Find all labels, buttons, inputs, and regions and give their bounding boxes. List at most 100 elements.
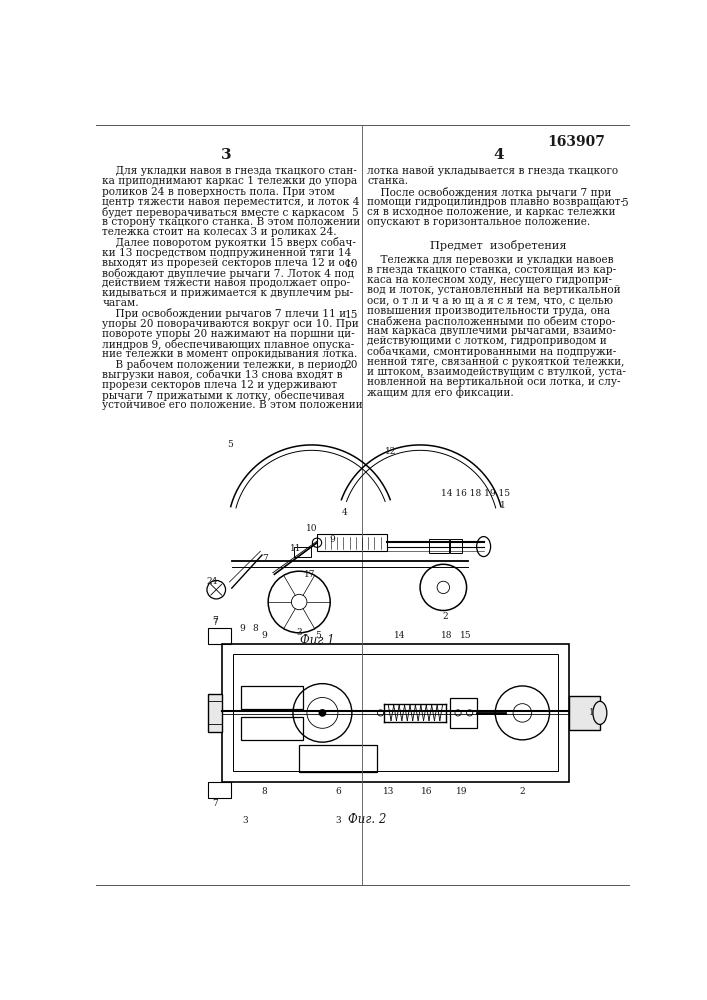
Bar [222, 644, 569, 782]
Text: 3: 3 [335, 816, 341, 825]
Text: 12: 12 [385, 447, 397, 456]
Text: 5: 5 [227, 440, 233, 449]
Text: 8: 8 [262, 787, 267, 796]
Bar [233, 654, 558, 771]
Text: Фиг. 2: Фиг. 2 [348, 813, 387, 826]
Text: кидываться и прижимается к двуплечим ры-: кидываться и прижимается к двуплечим ры- [103, 288, 354, 298]
Text: 10: 10 [344, 259, 358, 269]
Text: в гнезда ткацкого станка, состоящая из кар-: в гнезда ткацкого станка, состоящая из к… [368, 265, 617, 275]
Text: 4: 4 [341, 508, 347, 517]
Bar [569, 696, 600, 730]
Text: 5: 5 [315, 631, 322, 640]
Text: 17: 17 [303, 570, 315, 579]
Bar [450, 698, 477, 728]
Bar [208, 628, 231, 644]
Text: центр тяжести навоя переместится, и лоток 4: центр тяжести навоя переместится, и лото… [103, 197, 360, 207]
Text: каса на колесном ходу, несущего гидропри-: каса на колесном ходу, несущего гидропри… [368, 275, 612, 285]
Text: 15: 15 [460, 631, 472, 640]
Text: 3: 3 [296, 628, 302, 637]
Text: Далее поворотом рукоятки 15 вверх собач-: Далее поворотом рукоятки 15 вверх собач- [103, 237, 356, 248]
Text: 4: 4 [493, 148, 504, 162]
Text: 9: 9 [239, 624, 245, 633]
Text: ка приподнимают каркас 1 тележки до упора: ка приподнимают каркас 1 тележки до упор… [103, 176, 358, 186]
Text: в сторону ткацкого станка. В этом положении: в сторону ткацкого станка. В этом положе… [103, 217, 361, 227]
Text: 2: 2 [442, 612, 448, 621]
Text: действующими с лотком, гидроприводом и: действующими с лотком, гидроприводом и [368, 336, 607, 346]
Text: 20: 20 [344, 360, 358, 370]
Text: роликов 24 в поверхность пола. При этом: роликов 24 в поверхность пола. При этом [103, 187, 335, 197]
Text: станка.: станка. [368, 176, 409, 186]
Text: повороте упоры 20 нажимают на поршни ци-: повороте упоры 20 нажимают на поршни ци- [103, 329, 355, 339]
Text: 14 16 18 19 15: 14 16 18 19 15 [441, 489, 510, 498]
Text: 8: 8 [252, 624, 258, 633]
Bar [299, 745, 377, 772]
Text: Фиг 1: Фиг 1 [300, 634, 334, 647]
Text: 7: 7 [213, 799, 218, 808]
Text: собачками, смонтированными на подпружи-: собачками, смонтированными на подпружи- [368, 346, 617, 357]
Text: действием тяжести навоя продолжает опро-: действием тяжести навоя продолжает опро- [103, 278, 351, 288]
Text: тележка стоит на колесах 3 и роликах 24.: тележка стоит на колесах 3 и роликах 24. [103, 227, 337, 237]
Text: 10: 10 [306, 524, 317, 533]
Text: будет переворачиваться вместе с каркасом: будет переворачиваться вместе с каркасом [103, 207, 345, 218]
Text: 2: 2 [520, 787, 525, 796]
Text: опускают в горизонтальное положение.: опускают в горизонтальное положение. [368, 217, 590, 227]
Text: 9: 9 [262, 631, 267, 640]
Text: вод и лоток, установленный на вертикальной: вод и лоток, установленный на вертикальн… [368, 285, 621, 295]
Text: устойчивое его положение. В этом положении: устойчивое его положение. В этом положен… [103, 400, 363, 410]
Text: 15: 15 [345, 310, 358, 320]
Text: 7: 7 [212, 616, 218, 625]
Text: 7: 7 [213, 618, 218, 627]
Bar [241, 686, 303, 709]
Text: 9: 9 [329, 535, 335, 544]
Text: 3: 3 [242, 816, 247, 825]
Text: Тележка для перевозки и укладки навоев: Тележка для перевозки и укладки навоев [368, 255, 614, 265]
Text: 7: 7 [262, 554, 268, 563]
Text: 14: 14 [395, 631, 406, 640]
Text: лотка навой укладывается в гнезда ткацкого: лотка навой укладывается в гнезда ткацко… [368, 166, 619, 176]
Text: снабжена расположенными по обеим сторо-: снабжена расположенными по обеим сторо- [368, 316, 616, 327]
Text: ненной тяге, связанной с рукояткой тележки,: ненной тяге, связанной с рукояткой тележ… [368, 357, 625, 367]
Text: 1: 1 [500, 500, 506, 510]
Text: линдров 9, обеспечивающих плавное опуска-: линдров 9, обеспечивающих плавное опуска… [103, 339, 355, 350]
Text: 1: 1 [589, 708, 595, 717]
Bar [317, 534, 387, 551]
Text: 5: 5 [351, 208, 358, 218]
Text: прорези секторов плеча 12 и удерживают: прорези секторов плеча 12 и удерживают [103, 380, 337, 390]
Text: выходят из прорезей секторов плеча 12 и ос-: выходят из прорезей секторов плеча 12 и … [103, 258, 354, 268]
Bar [429, 539, 449, 553]
Bar [208, 694, 222, 732]
Circle shape [319, 709, 327, 717]
Text: 5: 5 [621, 198, 628, 208]
Bar [208, 782, 231, 798]
Bar [450, 539, 462, 553]
Text: выгрузки навоя, собачки 13 снова входят в: выгрузки навоя, собачки 13 снова входят … [103, 369, 343, 380]
Text: ся в исходное положение, и каркас тележки: ся в исходное положение, и каркас тележк… [368, 207, 616, 217]
Text: Предмет  изобретения: Предмет изобретения [430, 240, 566, 251]
Text: рычаги 7 прижатыми к лотку, обеспечивая: рычаги 7 прижатыми к лотку, обеспечивая [103, 390, 345, 401]
Text: 11: 11 [291, 544, 302, 553]
Text: и штоком, взаимодействущим с втулкой, уста-: и штоком, взаимодействущим с втулкой, ус… [368, 367, 626, 377]
Bar [241, 717, 303, 740]
Text: вобождают двуплечие рычаги 7. Лоток 4 под: вобождают двуплечие рычаги 7. Лоток 4 по… [103, 268, 354, 279]
Text: жащим для его фиксации.: жащим для его фиксации. [368, 387, 514, 398]
Text: 18: 18 [440, 631, 452, 640]
Text: нам каркаса двуплечими рычагами, взаимо-: нам каркаса двуплечими рычагами, взаимо- [368, 326, 617, 336]
Text: При освобождении рычагов 7 плечи 11 и: При освобождении рычагов 7 плечи 11 и [103, 308, 346, 319]
Text: упоры 20 поворачиваются вокруг оси 10. При: упоры 20 поворачиваются вокруг оси 10. П… [103, 319, 359, 329]
Bar [293, 547, 311, 557]
Text: После освобождения лотка рычаги 7 при: После освобождения лотка рычаги 7 при [368, 187, 612, 198]
Ellipse shape [593, 701, 607, 724]
Text: Для укладки навоя в гнезда ткацкого стан-: Для укладки навоя в гнезда ткацкого стан… [103, 166, 357, 176]
Text: 6: 6 [335, 787, 341, 796]
Text: чагам.: чагам. [103, 298, 139, 308]
Text: 19: 19 [456, 787, 467, 796]
Text: помощи гидроцилиндров плавно возвращают-: помощи гидроцилиндров плавно возвращают- [368, 197, 624, 207]
Text: оси, о т л и ч а ю щ а я с я тем, что, с целью: оси, о т л и ч а ю щ а я с я тем, что, с… [368, 296, 614, 306]
Text: ки 13 посредством подпружиненной тяги 14: ки 13 посредством подпружиненной тяги 14 [103, 248, 351, 258]
Text: 3: 3 [221, 148, 232, 162]
Text: 24: 24 [206, 578, 218, 586]
Text: ние тележки в момент опрокидывания лотка.: ние тележки в момент опрокидывания лотка… [103, 349, 358, 359]
Text: В рабочем положении тележки, в период: В рабочем положении тележки, в период [103, 359, 347, 370]
Text: 16: 16 [421, 787, 433, 796]
Text: новленной на вертикальной оси лотка, и слу-: новленной на вертикальной оси лотка, и с… [368, 377, 621, 387]
